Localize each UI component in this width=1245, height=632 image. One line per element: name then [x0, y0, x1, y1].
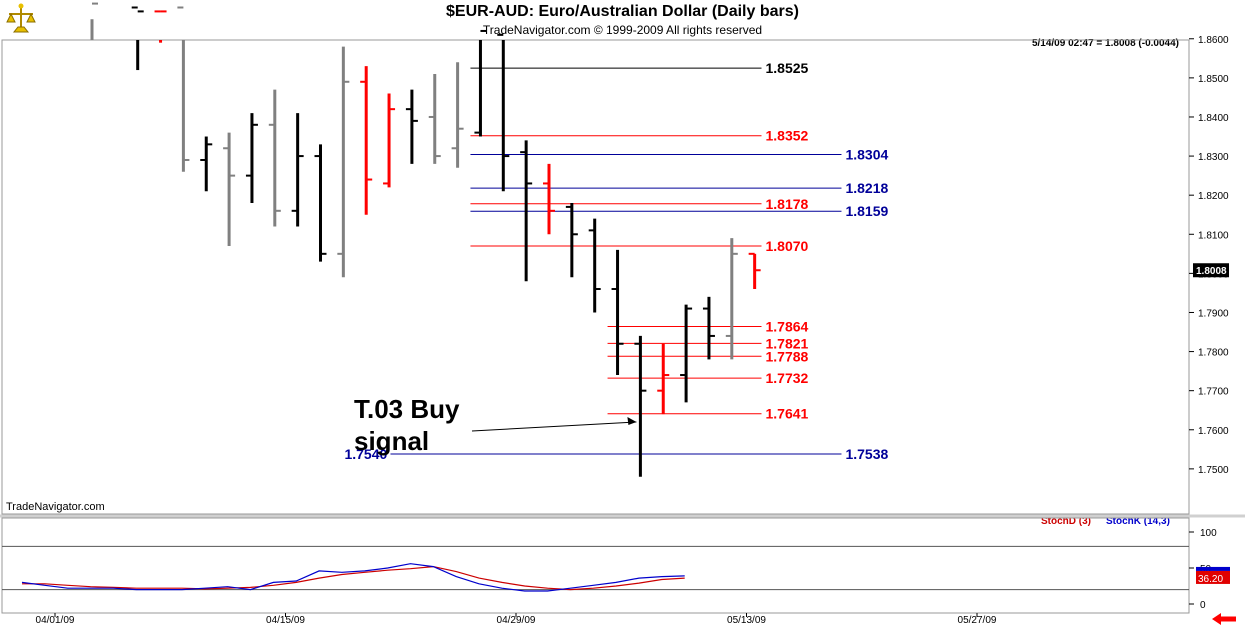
- level-label: 1.8352: [766, 128, 809, 144]
- x-date-label: 04/01/09: [36, 615, 75, 626]
- ohlc-bar: [90, 2, 98, 40]
- x-date-label: 05/27/09: [958, 615, 997, 626]
- ohlc-bar: [383, 93, 396, 188]
- ohlc-bar: [245, 113, 258, 203]
- price-panel-frame: [1, 39, 1190, 515]
- price-ytick-label: 1.8500: [1198, 74, 1229, 85]
- annotation-arrow: [471, 421, 637, 432]
- price-ytick-label: 1.7800: [1198, 348, 1229, 359]
- last-price-label: 1.8008: [1196, 266, 1227, 277]
- brand-watermark: TradeNavigator.com: [6, 501, 105, 513]
- legend-stochk: StochK (14,3): [1106, 516, 1170, 527]
- ohlc-bar: [223, 132, 236, 247]
- stoch-last-label: 36.20: [1198, 574, 1223, 585]
- price-ytick-label: 1.7900: [1198, 308, 1229, 319]
- level-label: 1.8178: [766, 196, 809, 212]
- ohlc-bar: [291, 113, 304, 227]
- ohlc-bar: [520, 140, 533, 282]
- level-label: 1.8304: [845, 147, 888, 163]
- level-label: 1.8159: [845, 203, 888, 219]
- chart-subtitle: TradeNavigator.com © 1999-2009 All right…: [482, 23, 763, 37]
- level-label: 1.7864: [766, 319, 809, 335]
- level-label: 1.7821: [766, 335, 809, 351]
- ohlc-bar: [337, 46, 350, 278]
- price-ytick-label: 1.8400: [1198, 113, 1229, 124]
- level-label: 1.7788: [766, 348, 809, 364]
- ohlc-bar: [405, 89, 418, 164]
- ohlc-bar: [360, 66, 373, 215]
- ohlc-bar: [497, 33, 510, 192]
- x-date-label: 04/29/09: [497, 615, 536, 626]
- app-logo-icon: [4, 2, 38, 36]
- price-ytick-label: 1.7500: [1198, 465, 1229, 476]
- level-label: 1.7641: [766, 406, 809, 422]
- scroll-right-arrow-icon[interactable]: [1209, 611, 1239, 627]
- ohlc-bar: [474, 29, 487, 137]
- ohlc-bar: [268, 89, 281, 227]
- price-ytick-label: 1.8200: [1198, 191, 1229, 202]
- ohlc-bar: [680, 304, 693, 403]
- price-ytick-label: 1.7700: [1198, 387, 1229, 398]
- annotation-text: signal: [354, 426, 429, 456]
- last-price-box: [1193, 263, 1229, 278]
- ohlc-bar: [748, 252, 761, 290]
- ohlc-bar: [177, 6, 190, 172]
- last-quote: 5/14/09 02:47 = 1.8008 (-0.0044): [1031, 38, 1179, 49]
- level-label: 1.8070: [766, 238, 809, 254]
- ohlc-bar: [657, 343, 670, 415]
- ohlc-bar: [131, 6, 144, 71]
- stoch-panel-frame: [1, 517, 1190, 614]
- stoch-series-line: [22, 565, 685, 591]
- ohlc-bar: [725, 238, 738, 360]
- level-label: 1.7732: [766, 370, 809, 386]
- chart-title: $EUR-AUD: Euro/Australian Dollar (Daily …: [446, 3, 799, 20]
- ohlc-bar: [611, 249, 624, 376]
- ohlc-bar: [565, 202, 578, 278]
- stoch-ytick-label: 0: [1200, 600, 1206, 611]
- price-ytick-label: 1.7600: [1198, 426, 1229, 437]
- x-date-label: 05/13/09: [727, 615, 766, 626]
- annotation-arrowhead: [627, 416, 637, 425]
- ohlc-bar: [543, 163, 555, 235]
- ohlc-bar: [200, 136, 213, 192]
- stoch-series-line: [21, 563, 685, 592]
- stoch-last-marker: [1196, 566, 1230, 571]
- ohlc-bar: [634, 335, 647, 477]
- price-ytick-label: 1.8600: [1198, 35, 1229, 46]
- ohlc-bar: [314, 144, 327, 262]
- legend-stochd: StochD (3): [1041, 516, 1091, 527]
- x-date-label: 04/15/09: [266, 615, 305, 626]
- stoch-last-box: [1196, 570, 1230, 584]
- ohlc-bar: [588, 218, 601, 313]
- price-ytick-label: 1.8100: [1198, 230, 1229, 241]
- level-label: 1.8218: [845, 180, 888, 196]
- price-ytick-label: 1.8300: [1198, 152, 1229, 163]
- ohlc-bar: [428, 73, 441, 164]
- ohlc-bar: [451, 62, 464, 168]
- level-label: 1.8525: [766, 60, 809, 76]
- annotation-text: T.03 Buy: [354, 394, 460, 424]
- ohlc-bar: [154, 10, 167, 43]
- level-label: 1.7538: [845, 446, 888, 462]
- level-left-label: 1.7540: [344, 446, 387, 462]
- stoch-ytick-label: 100: [1200, 528, 1217, 539]
- ohlc-bar: [702, 296, 715, 360]
